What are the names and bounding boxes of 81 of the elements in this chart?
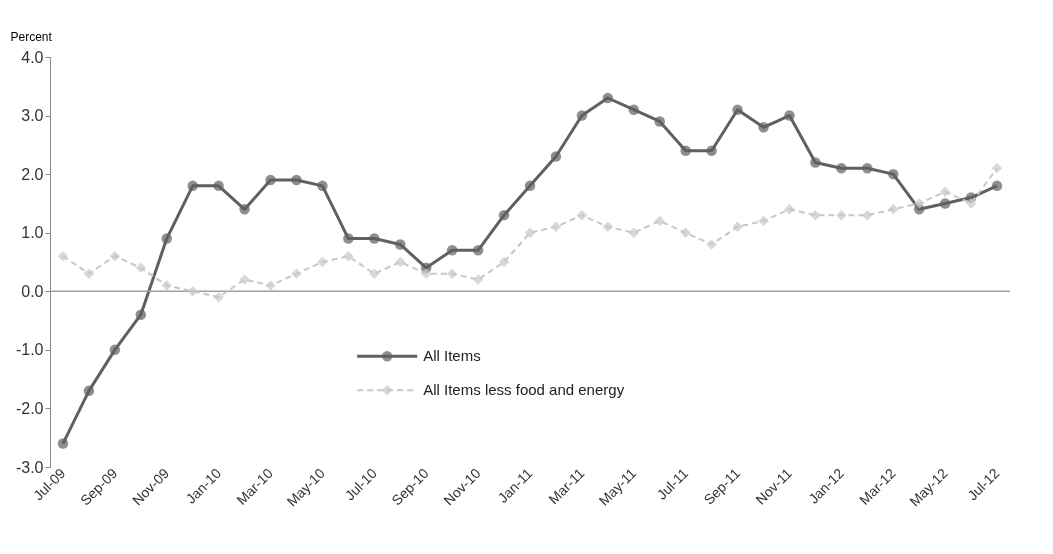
point xyxy=(965,198,977,209)
point xyxy=(810,157,821,168)
point xyxy=(576,110,588,121)
point xyxy=(654,116,665,127)
point xyxy=(550,151,562,162)
point xyxy=(446,268,458,279)
point xyxy=(291,268,302,279)
point xyxy=(706,145,717,156)
point xyxy=(135,262,147,274)
y-tick-label: 1.0 xyxy=(21,224,44,242)
point xyxy=(395,239,406,250)
point xyxy=(317,256,328,268)
point xyxy=(239,204,250,215)
point xyxy=(810,209,821,221)
y-tick-label: 3.0 xyxy=(21,107,44,125)
point xyxy=(317,180,328,192)
point xyxy=(939,186,951,197)
point xyxy=(913,198,925,209)
legend-label: All Items less food and energy xyxy=(423,381,625,399)
point xyxy=(862,209,873,221)
point xyxy=(83,385,95,397)
point xyxy=(991,163,1003,174)
point xyxy=(420,268,432,279)
point xyxy=(758,122,769,133)
y-tick-label: 4.0 xyxy=(21,48,44,66)
point xyxy=(888,168,899,180)
point xyxy=(628,104,640,115)
point xyxy=(524,227,536,238)
legend-label: All Items xyxy=(423,347,481,365)
point xyxy=(784,110,795,121)
point xyxy=(680,145,691,156)
point xyxy=(109,344,121,356)
y-axis-title: Percent xyxy=(10,29,53,44)
y-tick-label: -2.0 xyxy=(15,399,44,417)
point xyxy=(991,180,1003,192)
point xyxy=(291,174,302,186)
point xyxy=(161,280,172,291)
point xyxy=(213,180,224,192)
point xyxy=(576,209,588,221)
point xyxy=(732,104,743,115)
point xyxy=(706,239,717,250)
point xyxy=(602,92,614,104)
point xyxy=(57,438,69,449)
point xyxy=(654,215,665,227)
point xyxy=(109,250,121,262)
point xyxy=(524,180,536,192)
point xyxy=(498,256,510,268)
point xyxy=(939,198,951,209)
point xyxy=(369,268,380,279)
point xyxy=(343,250,354,262)
point xyxy=(395,256,406,268)
point xyxy=(472,245,484,256)
point xyxy=(836,163,847,174)
point xyxy=(862,163,873,174)
point xyxy=(187,180,198,192)
point xyxy=(265,174,276,186)
point xyxy=(836,209,847,221)
point xyxy=(784,204,795,215)
point xyxy=(472,274,484,285)
point xyxy=(135,309,147,320)
point xyxy=(498,209,510,221)
point xyxy=(187,286,198,297)
point xyxy=(732,221,743,233)
point xyxy=(239,274,250,285)
point xyxy=(628,227,640,238)
point xyxy=(57,250,69,262)
y-tick-label: 2.0 xyxy=(21,165,44,183)
y-tick-label: 0.0 xyxy=(21,282,44,300)
point xyxy=(83,268,95,279)
point xyxy=(888,204,899,215)
point xyxy=(758,215,769,227)
point xyxy=(550,221,562,233)
point xyxy=(369,233,380,244)
point xyxy=(680,227,691,238)
point xyxy=(213,291,224,303)
point xyxy=(265,280,276,291)
point xyxy=(602,221,614,233)
y-tick-label: -1.0 xyxy=(15,341,44,359)
point xyxy=(343,233,354,244)
point xyxy=(446,245,458,256)
point xyxy=(161,233,172,244)
